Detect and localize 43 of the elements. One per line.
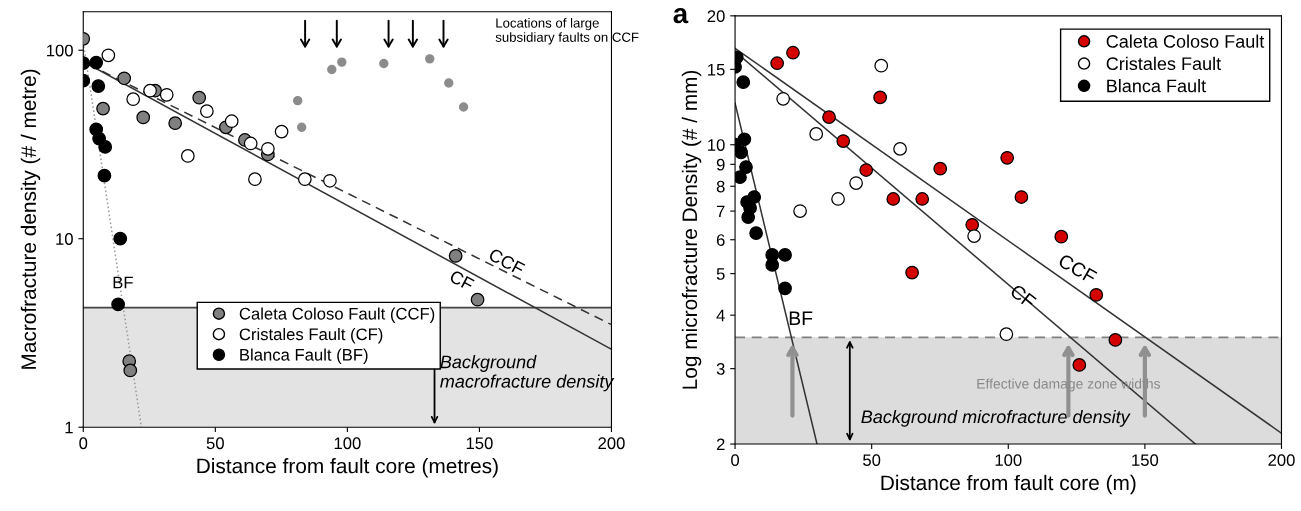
y-tick-label: 4 [716,309,725,322]
annotation: BF [789,311,813,325]
y-tick-label: 20 [707,10,725,23]
legend-label: Caleta Coloso Fault [1106,34,1265,48]
x-tick-label: 100 [995,454,1022,467]
x-tick-label: 50 [863,454,881,467]
annotation: CF [1009,283,1037,310]
x-tick-label: 200 [1268,454,1295,467]
annotation: Locations of large subsidiary faults on CCF [495,17,639,45]
annotation: CCF [487,247,526,276]
y-tick-label: 100 [47,44,73,57]
x-axis-title: Distance from fault core (m) [881,474,1136,495]
y-tick-label: 10 [56,233,73,245]
x-tick-label: 150 [1132,454,1159,467]
band-label: Background microfracture density [861,409,1131,427]
y-tick-label: 9 [716,158,725,171]
legend-label: Blanca Fault [1107,79,1206,93]
y-axis-title: Macrofracture density (# / metre) [20,69,41,369]
y-tick-label: 15 [708,63,725,76]
legend-label: Cristales Fault [1106,56,1221,71]
y-tick-label: 2 [716,438,725,451]
x-tick-label: 0 [731,454,740,467]
chart-title: a [673,8,689,24]
x-tick-label: 50 [206,437,224,450]
x-axis-title: Distance from fault core (metres) [197,458,498,478]
annotation: CCF [1057,253,1098,285]
y-tick-label: 1 [65,421,73,434]
x-tick-label: 100 [334,437,361,450]
y-axis-title: Log microfracture Density (# / mm) [681,70,702,389]
x-tick-label: 0 [79,437,88,450]
y-tick-label: 8 [716,180,725,193]
y-tick-label: 7 [716,205,725,218]
annotation: BF [113,276,133,289]
y-tick-label: 10 [708,139,725,151]
legend-label: Blanca Fault (BF) [240,348,368,364]
x-tick-label: 200 [598,437,625,450]
y-tick-label: 6 [716,234,725,246]
y-tick-label: 3 [716,363,725,375]
legend-label: Caleta Coloso Fault (CCF) [239,307,435,323]
legend-label: Cristales Fault (CF) [239,327,383,344]
annotation: CF [448,269,475,292]
y-tick-label: 5 [716,268,725,280]
x-tick-label: 150 [466,437,493,450]
